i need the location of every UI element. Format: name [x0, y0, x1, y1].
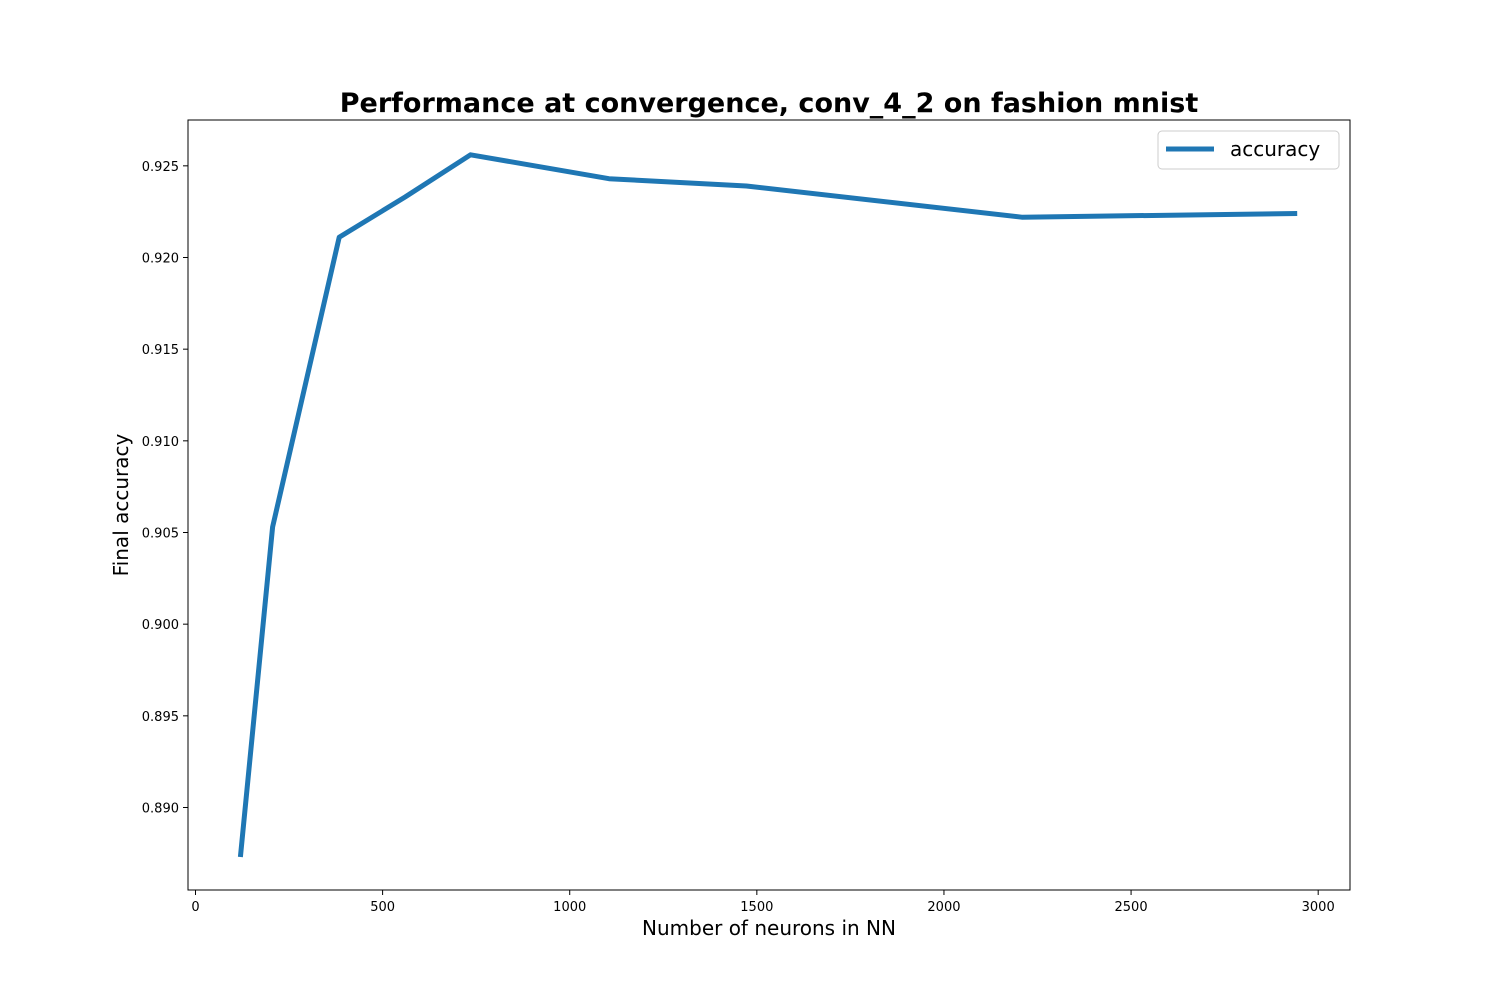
y-tick-label: 0.920	[142, 252, 179, 267]
x-tick-label: 500	[370, 900, 395, 915]
x-tick-label: 2000	[927, 900, 960, 915]
y-tick-label: 0.895	[142, 710, 179, 725]
y-tick-label: 0.915	[142, 343, 179, 358]
x-tick-label: 2500	[1115, 900, 1148, 915]
legend-label-accuracy: accuracy	[1230, 137, 1320, 161]
y-tick-label: 0.905	[142, 527, 179, 542]
x-tick-label: 0	[191, 900, 199, 915]
legend-box	[1157, 130, 1340, 170]
legend: accuracy	[1157, 130, 1340, 170]
y-tick-label: 0.890	[142, 802, 179, 817]
x-tick-label: 1500	[740, 900, 773, 915]
y-tick-label: 0.925	[142, 160, 179, 175]
plot-area: 0 500 1000 1500 2000 2500 3000 0.890 0.895 0.900…	[142, 119, 1351, 915]
y-tick-label: 0.900	[142, 618, 179, 633]
series-group	[237, 152, 1298, 858]
chart-title: Performance at convergence, conv_4_2 on …	[340, 88, 1199, 119]
y-axis-ticks: 0.890 0.895 0.900 0.905 0.910 0.915 0.920 0.925	[142, 160, 188, 817]
x-tick-label: 1000	[553, 900, 586, 915]
x-axis-ticks: 0 500 1000 1500 2000 2500 3000	[191, 890, 1335, 915]
series-line-accuracy	[237, 152, 1298, 858]
y-tick-label: 0.910	[142, 435, 179, 450]
x-axis-label: Number of neurons in NN	[642, 916, 896, 940]
x-tick-label: 3000	[1302, 900, 1335, 915]
plot-frame	[187, 119, 1351, 891]
y-axis-label: Final accuracy	[109, 433, 133, 576]
